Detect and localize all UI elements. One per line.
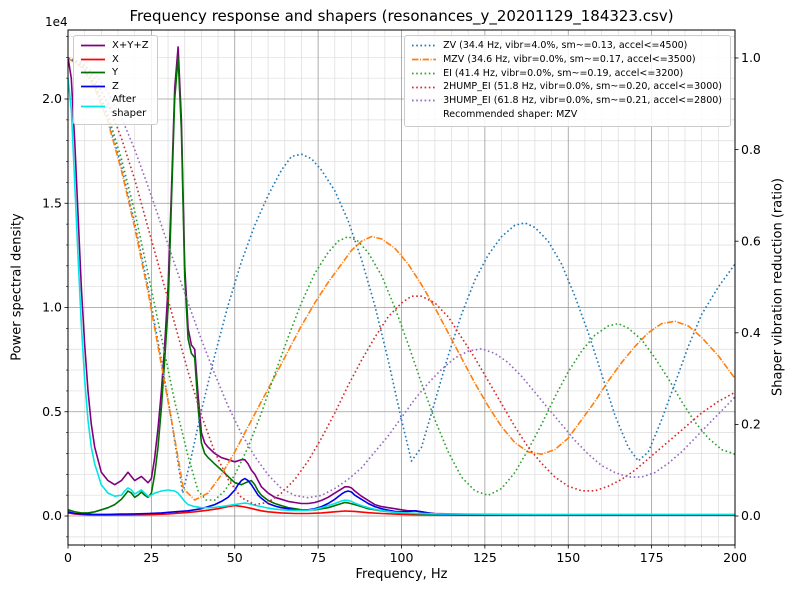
y-tick-label-right: 0.6 bbox=[741, 233, 761, 248]
y-tick-label-left: 2.0 bbox=[42, 91, 62, 106]
y-axis-label-right: Shaper vibration reduction (ratio) bbox=[770, 178, 786, 396]
legend-label-xyz: X+Y+Z bbox=[112, 40, 149, 51]
y-axis-label-left: Power spectral density bbox=[9, 213, 25, 361]
y-tick-label-left: 1.0 bbox=[42, 300, 62, 315]
legend-swatch-x bbox=[81, 58, 105, 61]
legend-swatch-ei bbox=[412, 72, 437, 75]
x-tick-label: 100 bbox=[390, 550, 414, 565]
legend-item-y: Y bbox=[80, 66, 149, 80]
legend-swatch-z bbox=[81, 85, 105, 88]
shaper-line-mzv bbox=[68, 57, 735, 501]
psd-line-y bbox=[68, 56, 735, 516]
legend-label-mzv: MZV (34.6 Hz, vibr=0.0%, sm~=0.17, accel… bbox=[443, 53, 696, 65]
legend-label-after-shaper: After shaper bbox=[112, 94, 147, 119]
y-tick-label-right: 0.2 bbox=[741, 417, 761, 432]
y-tick-label-right: 0.0 bbox=[741, 508, 761, 523]
legend-swatch-xyz bbox=[81, 44, 105, 47]
legend-swatch-mzv bbox=[412, 58, 437, 61]
y-tick-label-left: 1.5 bbox=[42, 195, 62, 210]
x-tick-label: 0 bbox=[64, 550, 72, 565]
legend-item-x: X bbox=[80, 53, 149, 67]
legend-item-recommended-note: Recommended shaper: MZV bbox=[411, 108, 722, 122]
legend-shapers: ZV (34.4 Hz, vibr=4.0%, sm~=0.13, accel<… bbox=[404, 35, 731, 127]
legend-label-3hump-ei: 3HUMP_EI (61.8 Hz, vibr=0.0%, sm~=0.21, … bbox=[443, 95, 722, 107]
y-tick-label-left: 0.5 bbox=[42, 404, 62, 419]
legend-item-3hump-ei: 3HUMP_EI (61.8 Hz, vibr=0.0%, sm~=0.21, … bbox=[411, 94, 722, 108]
x-tick-label: 50 bbox=[227, 550, 243, 565]
legend-item-after-shaper: After shaper bbox=[80, 93, 149, 120]
chart-title: Frequency response and shapers (resonanc… bbox=[129, 7, 674, 25]
legend-label-x: X bbox=[112, 53, 119, 65]
x-axis-label: Frequency, Hz bbox=[355, 567, 448, 582]
x-tick-label: 150 bbox=[556, 550, 580, 565]
x-tick-label: 75 bbox=[310, 550, 326, 565]
legend-swatch-after-shaper bbox=[81, 105, 105, 108]
legend-item-zv: ZV (34.4 Hz, vibr=4.0%, sm~=0.13, accel<… bbox=[411, 39, 722, 53]
legend-item-z: Z bbox=[80, 80, 149, 94]
y-tick-label-right: 0.8 bbox=[741, 142, 761, 157]
shaper-line-ei bbox=[68, 57, 735, 501]
legend-swatch-zv bbox=[412, 45, 437, 47]
legend-label-2hump-ei: 2HUMP_EI (51.8 Hz, vibr=0.0%, sm~=0.20, … bbox=[443, 81, 722, 93]
psd-line-xyz bbox=[68, 46, 735, 516]
x-tick-label: 25 bbox=[143, 550, 159, 565]
y-tick-label-right: 0.4 bbox=[741, 325, 761, 340]
legend-label-zv: ZV (34.4 Hz, vibr=4.0%, sm~=0.13, accel<… bbox=[443, 40, 688, 51]
y-tick-label-left: 0.0 bbox=[42, 508, 62, 523]
x-tick-label: 125 bbox=[473, 550, 497, 565]
legend-label-y: Y bbox=[112, 67, 119, 78]
legend-item-xyz: X+Y+Z bbox=[80, 39, 149, 53]
legend-item-ei: EI (41.4 Hz, vibr=0.0%, sm~=0.19, accel<… bbox=[411, 67, 722, 81]
x-tick-label: 200 bbox=[723, 550, 747, 565]
legend-item-mzv: MZV (34.6 Hz, vibr=0.0%, sm~=0.17, accel… bbox=[411, 53, 722, 67]
axis-ticks: 0 25 50 75 100 125 150 175 200 0.0 0.5 1.0 1.5 2.0 0.0… bbox=[42, 36, 761, 565]
legend-label-ei: EI (41.4 Hz, vibr=0.0%, sm~=0.19, accel<… bbox=[443, 67, 684, 79]
legend-swatch-blank bbox=[411, 109, 437, 120]
psd-line-after-shaper bbox=[68, 78, 735, 516]
legend-item-2hump-ei: 2HUMP_EI (51.8 Hz, vibr=0.0%, sm~=0.20, … bbox=[411, 80, 722, 94]
shaper-line-3hump-ei bbox=[68, 57, 735, 499]
legend-label-recommended-note: Recommended shaper: MZV bbox=[443, 108, 578, 120]
legend-swatch-y bbox=[81, 71, 105, 74]
shaper-line-2hump-ei bbox=[68, 57, 735, 506]
x-tick-label: 175 bbox=[640, 550, 664, 565]
psd-line-x bbox=[68, 504, 735, 516]
y-tick-label-right: 1.0 bbox=[741, 50, 761, 65]
legend-label-z: Z bbox=[112, 80, 119, 92]
legend-swatch-3hump-ei bbox=[412, 100, 437, 102]
legend-swatch-2hump-ei bbox=[412, 86, 437, 89]
y-axis-offset-label: 1e4 bbox=[45, 15, 68, 29]
series-group bbox=[68, 46, 735, 516]
legend-psd: X+Y+Z X Y Z After shaper bbox=[73, 35, 158, 125]
